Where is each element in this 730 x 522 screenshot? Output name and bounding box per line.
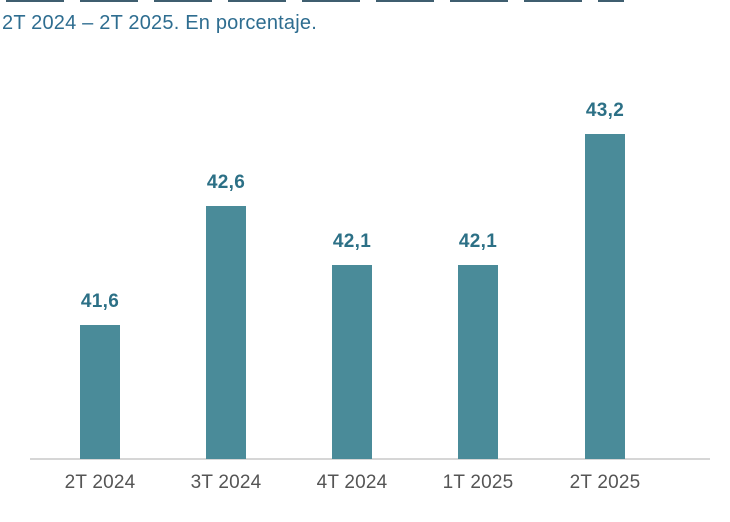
x-axis-tick-label: 4T 2024: [316, 472, 388, 493]
bar-value-label: 42,6: [206, 171, 246, 193]
bar: [458, 265, 498, 459]
bar: [80, 324, 120, 459]
x-axis-tick-label: 1T 2025: [442, 472, 514, 493]
bar: [206, 205, 246, 459]
x-axis-line: [30, 458, 710, 460]
bar: [332, 265, 372, 459]
bar-group: 42,1: [418, 231, 538, 459]
bar-value-label: 43,2: [585, 100, 625, 122]
bar-value-label: 42,1: [332, 231, 372, 252]
x-axis-tick-label: 2T 2024: [64, 472, 136, 493]
bar-group: 42,1: [292, 231, 412, 459]
bar-group: 42,6: [166, 171, 286, 459]
bar-group: 43,2: [545, 100, 665, 459]
x-axis-tick-label: 2T 2025: [569, 472, 641, 493]
bar-value-label: 41,6: [80, 290, 120, 312]
bar-value-label: 42,1: [458, 231, 498, 252]
bar-group: 41,6: [40, 290, 160, 459]
bar: [585, 134, 625, 459]
chart-subtitle: 2T 2024 – 2T 2025. En porcentaje.: [2, 12, 317, 34]
clipped-title-remnant: [6, 0, 624, 2]
x-axis-tick-label: 3T 2024: [190, 472, 262, 493]
